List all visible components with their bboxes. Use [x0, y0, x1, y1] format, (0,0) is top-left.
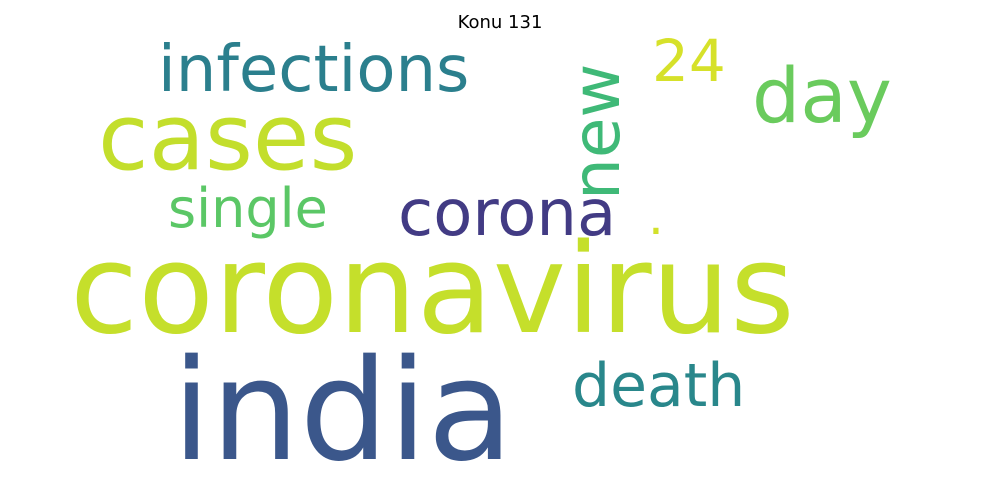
word-day: day — [752, 51, 892, 140]
figure-title: Konu 131 — [457, 12, 543, 33]
word-infections: infections — [158, 33, 470, 107]
word-dot: . — [648, 188, 664, 246]
word-single: single — [168, 177, 328, 240]
word-cases: cases — [98, 84, 358, 191]
word-india: india — [172, 330, 514, 493]
word-corona: corona — [398, 177, 617, 251]
word-death: death — [572, 351, 746, 421]
word-24: 24 — [652, 27, 726, 95]
word-coronavirus: coronavirus — [70, 218, 795, 362]
